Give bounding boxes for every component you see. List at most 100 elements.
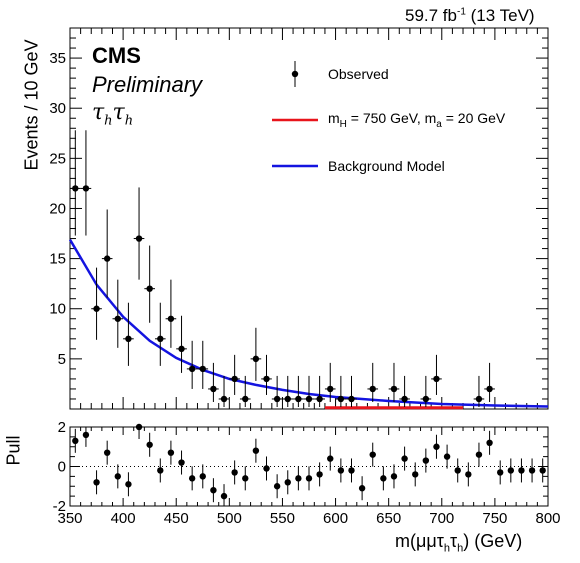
observed-point <box>273 395 281 403</box>
main-y-tick-label: 15 <box>49 251 66 268</box>
observed-point <box>93 305 100 312</box>
x-tick-label: 550 <box>270 510 295 527</box>
pull-point <box>242 475 249 482</box>
pull-point <box>125 481 132 488</box>
observed-point <box>401 395 408 403</box>
pull-point <box>146 441 153 448</box>
observed-point <box>157 335 164 343</box>
pull-point <box>465 471 472 478</box>
pull-point <box>210 487 217 494</box>
observed-point <box>135 235 143 242</box>
pull-point <box>167 449 175 456</box>
observed-point <box>242 395 249 403</box>
y-axis-label-main: Events / 10 GeV <box>21 39 42 171</box>
pull-point <box>305 475 313 482</box>
observed-point <box>82 185 90 192</box>
legend-marks <box>272 61 318 168</box>
main-y-tick-label: 5 <box>58 351 66 368</box>
observed-point <box>327 385 334 393</box>
observed-point <box>348 395 355 403</box>
pull-point <box>337 467 345 474</box>
main-y-tick-label: 35 <box>49 50 66 67</box>
pull-y-tick-label: 2 <box>58 419 66 436</box>
experiment-label: CMS <box>92 43 141 68</box>
observed-point <box>231 375 238 383</box>
observed-point <box>305 395 313 403</box>
pull-point <box>443 453 451 460</box>
pull-point <box>497 469 504 476</box>
observed-point <box>252 355 260 363</box>
x-tick-label: 800 <box>535 510 560 527</box>
pull-point <box>327 455 334 462</box>
pull-point <box>199 473 206 480</box>
observed-point <box>422 395 430 403</box>
pull-point <box>263 465 270 472</box>
observed-point <box>103 255 111 262</box>
observed-point <box>188 365 196 373</box>
pull-point <box>475 451 483 458</box>
main-y-tick-label: 20 <box>49 200 66 217</box>
pull-point <box>93 479 100 486</box>
legend-observed-label: Observed <box>328 66 389 82</box>
observed-point <box>475 395 483 403</box>
pull-point <box>358 485 366 492</box>
observed-point <box>390 385 398 393</box>
pull-point <box>284 479 291 486</box>
pull-point <box>422 457 430 464</box>
pull-point <box>103 449 111 456</box>
y-axis-label-pull: Pull <box>3 435 24 466</box>
observed-point <box>72 185 79 192</box>
observed-point <box>199 365 206 373</box>
pull-point <box>114 473 122 480</box>
pull-point <box>72 437 79 445</box>
x-tick-label: 350 <box>57 510 82 527</box>
channel-label: τhτh <box>92 100 134 129</box>
pull-point <box>135 423 143 431</box>
pull-point <box>348 467 355 474</box>
pull-point <box>295 475 302 482</box>
observed-point <box>167 315 175 322</box>
observed-point <box>369 385 376 393</box>
pull-point <box>539 467 546 474</box>
pull-point <box>401 455 408 462</box>
observed-point <box>178 345 185 353</box>
main-plot-content <box>68 130 549 410</box>
legend-signal-label: mH = 750 GeV, ma = 20 GeV <box>328 110 506 130</box>
pull-point <box>507 467 515 474</box>
pull-point <box>369 451 376 458</box>
x-tick-label: 600 <box>323 510 348 527</box>
pull-point <box>390 473 398 480</box>
pull-point <box>528 467 536 474</box>
observed-point <box>316 395 323 403</box>
pull-plot-frame: 350 400 450 500 550 600 650 700 750 800 -2 0 2 <box>53 419 561 527</box>
observed-point <box>125 335 132 343</box>
observed-point <box>337 395 345 403</box>
observed-point <box>146 285 153 292</box>
pull-point <box>380 475 387 482</box>
pull-point <box>82 431 90 439</box>
background-model-curve <box>68 238 549 408</box>
pull-point <box>231 469 238 476</box>
observed-point <box>486 385 493 393</box>
pull-y-tick-label: 0 <box>58 459 66 476</box>
pull-point <box>486 439 493 446</box>
status-label: Preliminary <box>92 72 203 97</box>
observed-point <box>114 315 122 322</box>
main-plot-frame: 5 10 15 20 25 30 35 <box>49 27 549 410</box>
main-y-tick-label: 30 <box>49 100 66 117</box>
pull-point <box>316 471 323 478</box>
x-axis-label: m(μμτhτh) (GeV) <box>395 531 523 555</box>
pull-point <box>518 467 525 474</box>
main-y-tick-label: 25 <box>49 150 66 167</box>
pull-plot-content <box>72 423 546 506</box>
main-y-tick-label: 10 <box>49 301 66 318</box>
pull-y-tick-label: -2 <box>53 498 66 515</box>
x-tick-label: 400 <box>111 510 136 527</box>
observed-point <box>220 395 228 403</box>
x-tick-label: 500 <box>217 510 242 527</box>
legend-background-label: Background Model <box>328 158 445 174</box>
observed-point <box>210 385 217 393</box>
observed-point <box>295 395 302 403</box>
observed-point <box>433 375 440 383</box>
